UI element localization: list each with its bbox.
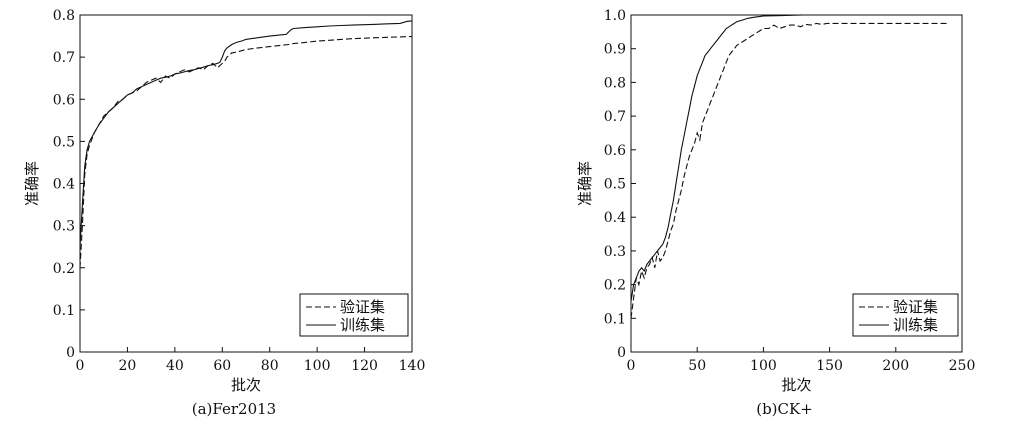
y-tick-label: 0.1 bbox=[604, 311, 626, 327]
chart-fer2013: 0 20 40 60 80 100 120 140 0 0.1 0.2 0.3 0.4 0.5 0.6 0.7… bbox=[23, 8, 425, 418]
x-tick-label: 40 bbox=[166, 358, 184, 374]
y-tick-label: 0.6 bbox=[604, 143, 626, 159]
y-tick-label: 0.2 bbox=[53, 261, 75, 277]
legend-box bbox=[852, 293, 959, 337]
y-tick-label: 0.8 bbox=[53, 8, 75, 24]
y-tick-label: 0.2 bbox=[604, 278, 626, 294]
x-tick-label: 250 bbox=[949, 358, 976, 374]
x-tick-label: 200 bbox=[882, 358, 909, 374]
x-tick-label: 60 bbox=[213, 358, 231, 374]
x-tick-label: 140 bbox=[399, 358, 426, 374]
y-tick-label: 1.0 bbox=[604, 8, 626, 24]
y-tick-label: 0.4 bbox=[604, 210, 626, 226]
x-tick-label: 100 bbox=[304, 358, 331, 374]
panel-caption: (a)Fer2013 bbox=[192, 400, 276, 418]
x-tick-label: 100 bbox=[750, 358, 777, 374]
y-tick-label: 0.4 bbox=[53, 177, 75, 193]
x-tick-label: 20 bbox=[119, 358, 137, 374]
y-tick-label: 0.1 bbox=[53, 303, 75, 319]
x-axis-label: 批次 bbox=[231, 376, 261, 394]
y-axis-label: 准确率 bbox=[576, 161, 594, 206]
series-line-validation bbox=[79, 35, 413, 268]
legend-box bbox=[299, 293, 409, 337]
legend-label: 训练集 bbox=[340, 316, 385, 334]
legend-label: 训练集 bbox=[893, 316, 938, 334]
legend-label: 验证集 bbox=[893, 298, 938, 316]
x-tick-label: 0 bbox=[76, 358, 85, 374]
y-tick-label: 0.5 bbox=[53, 134, 75, 150]
x-tick-label: 80 bbox=[261, 358, 279, 374]
y-tick-label: 0.6 bbox=[53, 92, 75, 108]
x-tick-label: 120 bbox=[351, 358, 378, 374]
y-tick-label: 0.9 bbox=[604, 42, 626, 58]
series-line-training bbox=[630, 14, 949, 302]
y-tick-label: 0.7 bbox=[53, 50, 75, 66]
y-tick-label: 0.7 bbox=[604, 109, 626, 125]
y-tick-label: 0.3 bbox=[604, 244, 626, 260]
y-axis-label: 准确率 bbox=[23, 161, 41, 206]
y-tick-label: 0.3 bbox=[53, 219, 75, 235]
chart-ck-plus: 0 50 100 150 200 250 0 0.1 0.2 0.3 0.4 0.5 0.6 0.7 0.8… bbox=[576, 8, 975, 418]
y-tick-label: 0.8 bbox=[604, 75, 626, 91]
y-tick-label: 0.5 bbox=[604, 177, 626, 193]
x-tick-label: 50 bbox=[688, 358, 706, 374]
panel-caption: (b)CK+ bbox=[756, 400, 813, 418]
series-line-training bbox=[79, 20, 413, 247]
x-axis-label: 批次 bbox=[781, 376, 811, 394]
x-tick-label: 0 bbox=[627, 358, 636, 374]
x-tick-label: 150 bbox=[816, 358, 843, 374]
y-tick-label: 0 bbox=[66, 345, 75, 361]
legend-label: 验证集 bbox=[340, 298, 385, 316]
series-line-validation bbox=[630, 22, 949, 319]
y-tick-label: 0 bbox=[617, 345, 626, 361]
